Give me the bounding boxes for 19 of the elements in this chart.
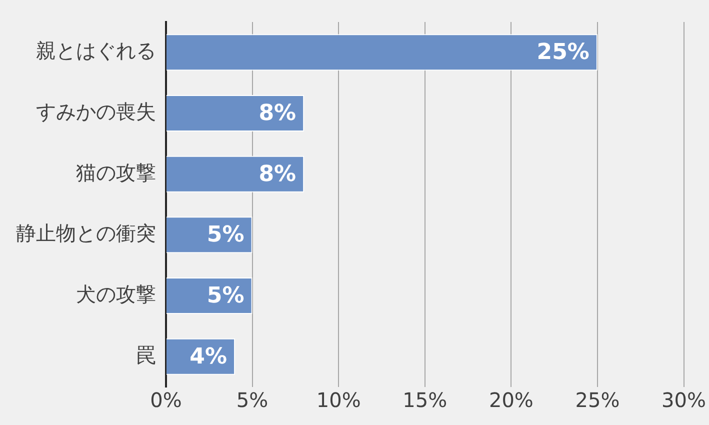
data-label: 8% <box>258 100 296 126</box>
x-tick-label: 10% <box>316 388 361 412</box>
x-tick-label: 5% <box>236 388 268 412</box>
x-tick-label: 30% <box>662 388 706 412</box>
x-tick-label: 25% <box>575 388 620 412</box>
data-label: 4% <box>190 344 228 370</box>
y-tick-label: すみかの喪失 <box>36 99 156 124</box>
data-label: 5% <box>206 222 244 248</box>
x-tick-label: 0% <box>150 388 182 412</box>
y-tick-label: 静止物との衝突 <box>16 221 156 246</box>
data-label: 25% <box>536 40 590 66</box>
x-tick-label: 20% <box>488 388 534 412</box>
data-label: 5% <box>206 283 244 308</box>
data-label: 8% <box>258 162 296 187</box>
y-tick-label: 犬の攻撃 <box>76 282 156 306</box>
y-tick-label: 猫の攻撃 <box>76 160 156 184</box>
x-tick-label: 15% <box>402 388 448 412</box>
y-tick-label: 親とはぐれる <box>36 38 156 63</box>
y-tick-label: 罠 <box>136 342 156 367</box>
